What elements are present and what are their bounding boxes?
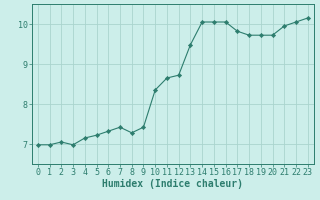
X-axis label: Humidex (Indice chaleur): Humidex (Indice chaleur)	[102, 179, 243, 189]
